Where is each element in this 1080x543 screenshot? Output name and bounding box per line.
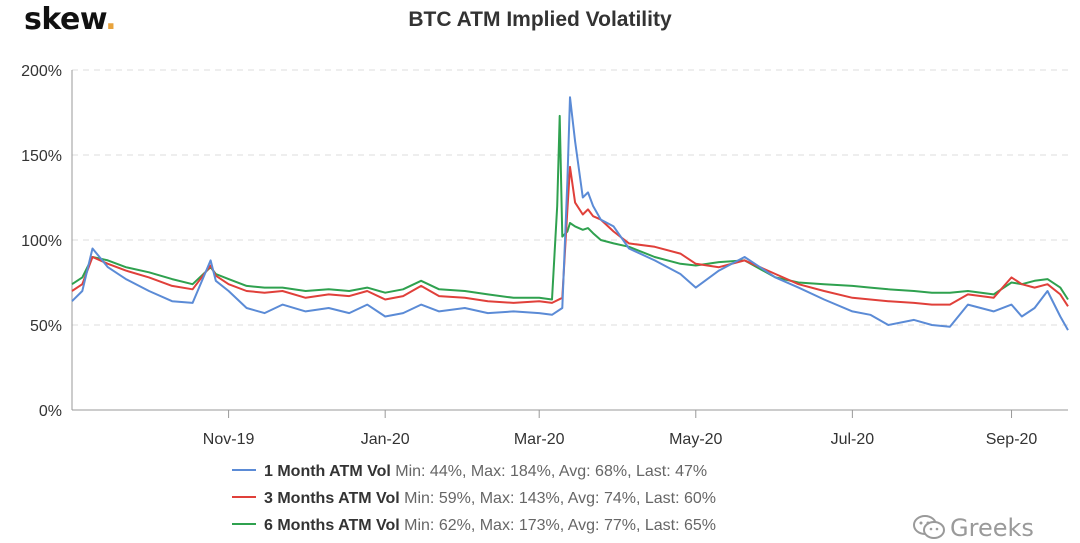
wechat-icon (913, 515, 945, 539)
legend-series-name: 3 Months ATM Vol (264, 490, 400, 507)
watermark: Greeks (912, 510, 1034, 542)
legend-series-name: 1 Month ATM Vol (264, 463, 391, 480)
series-line-6-months-atm-vol (71, 114, 1069, 301)
legend-swatch-3m (232, 495, 256, 498)
legend-series-stats: Min: 59%, Max: 143%, Avg: 74%, Last: 60% (404, 490, 717, 507)
x-tick-label: Mar-20 (514, 431, 565, 448)
chart-axes: 0% 50% 100% 150% 200% Nov-19 Jan-20 Mar-20 May-2… (21, 63, 1068, 448)
series-line-3-months-atm-vol (71, 165, 1069, 307)
chart-grid (72, 69, 1068, 326)
x-tick-label: Jan-20 (361, 431, 410, 448)
x-tick-label: Sep-20 (986, 431, 1038, 448)
legend-series-stats: Min: 62%, Max: 173%, Avg: 77%, Last: 65% (404, 517, 717, 534)
legend-swatch-1m (232, 468, 256, 471)
y-tick-label: 0% (39, 403, 62, 420)
legend-series-stats: Min: 44%, Max: 184%, Avg: 68%, Last: 47% (395, 463, 708, 480)
legend-swatch-6m (232, 522, 256, 525)
series-line-1-month-atm-vol (71, 96, 1069, 331)
y-tick-label: 200% (21, 63, 62, 80)
x-tick-label: Nov-19 (203, 431, 255, 448)
legend-item-3m[interactable]: 3 Months ATM Vol Min: 59%, Max: 143%, Av… (232, 485, 716, 512)
legend: 1 Month ATM Vol Min: 44%, Max: 184%, Avg… (232, 458, 716, 539)
legend-item-1m[interactable]: 1 Month ATM Vol Min: 44%, Max: 184%, Avg… (232, 458, 716, 485)
x-tick-label: Jul-20 (831, 431, 875, 448)
legend-series-name: 6 Months ATM Vol (264, 517, 400, 534)
y-tick-label: 150% (21, 148, 62, 165)
chart-series (71, 96, 1069, 331)
y-tick-label: 50% (30, 318, 62, 335)
skew-logo: skew. (24, 2, 117, 37)
legend-item-6m[interactable]: 6 Months ATM Vol Min: 62%, Max: 173%, Av… (232, 512, 716, 539)
chart-title: BTC ATM Implied Volatility (408, 8, 672, 31)
y-tick-label: 100% (21, 233, 62, 250)
watermark-text: Greeks (950, 514, 1034, 542)
x-tick-label: May-20 (669, 431, 722, 448)
